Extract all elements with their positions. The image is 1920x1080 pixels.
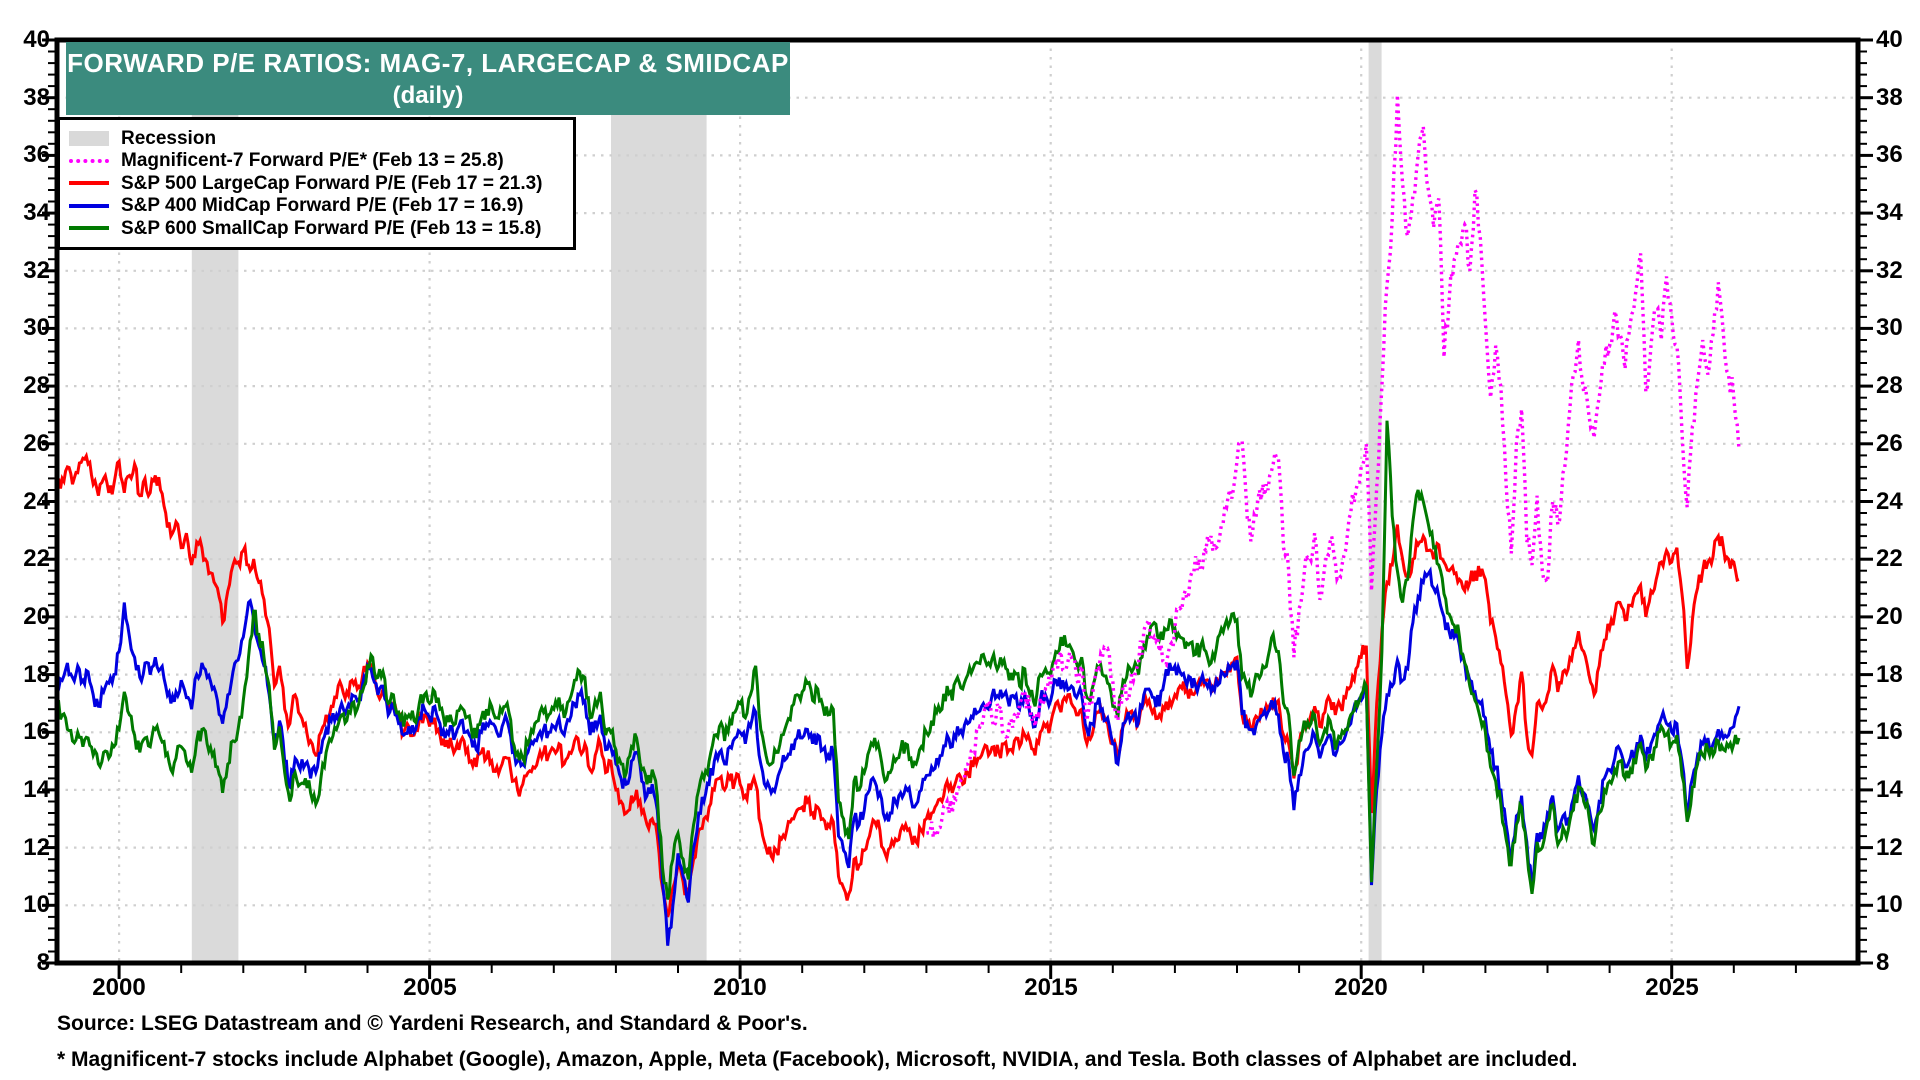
footnote-text: * Magnificent-7 stocks include Alphabet … (57, 1048, 1578, 1071)
y-axis-label-left: 14 (23, 776, 50, 803)
chart-title-bar: FORWARD P/E RATIOS: MAG-7, LARGECAP & SM… (66, 42, 790, 115)
y-axis-label-left: 26 (23, 430, 50, 457)
x-axis-label: 2005 (403, 974, 457, 1001)
y-axis-label-left: 22 (23, 545, 50, 572)
y-axis-label-right: 18 (1876, 661, 1903, 688)
mag7-line-swatch-icon (69, 158, 109, 163)
source-text: Source: LSEG Datastream and © Yardeni Re… (57, 1012, 808, 1035)
y-axis-label-left: 10 (23, 891, 50, 918)
recession-swatch-icon (69, 130, 109, 146)
y-axis-label-right: 26 (1876, 430, 1903, 457)
y-axis-label-right: 8 (1876, 949, 1890, 976)
y-axis-label-left: 18 (23, 661, 50, 688)
y-axis-label-right: 10 (1876, 891, 1903, 918)
y-axis-label-left: 30 (23, 314, 50, 341)
legend-item-sp400: S&P 400 MidCap Forward P/E (Feb 17 = 16.… (60, 195, 565, 218)
y-axis-label-left: 36 (23, 141, 50, 168)
legend-item-mag7: Magnificent-7 Forward P/E* (Feb 13 = 25.… (60, 150, 565, 173)
x-axis-label: 2010 (713, 974, 767, 1001)
plot-frame (54, 37, 1861, 966)
legend-label: S&P 500 LargeCap Forward P/E (Feb 17 = 2… (121, 172, 543, 194)
x-axis-label: 2020 (1334, 974, 1388, 1001)
y-axis-label-left: 8 (36, 949, 50, 976)
y-axis-label-left: 40 (23, 26, 50, 53)
y-axis-label-right: 20 (1876, 603, 1903, 630)
y-axis-label-left: 28 (23, 372, 50, 399)
x-axis-label: 2025 (1645, 974, 1699, 1001)
legend-item-sp600: S&P 600 SmallCap Forward P/E (Feb 13 = 1… (60, 217, 565, 240)
y-axis-label-right: 36 (1876, 141, 1903, 168)
y-axis-label-right: 24 (1876, 488, 1903, 515)
y-axis-label-right: 12 (1876, 834, 1903, 861)
y-axis-label-right: 22 (1876, 545, 1903, 572)
y-axis-label-right: 38 (1876, 84, 1903, 111)
y-axis-label-left: 16 (23, 718, 50, 745)
series-line-0 (55, 451, 1740, 918)
x-axis-label: 2000 (92, 974, 146, 1001)
sp500-line-swatch-icon (69, 181, 109, 186)
y-axis-label-left: 32 (23, 257, 50, 284)
sp400-line-swatch-icon (69, 203, 109, 208)
series-line-3 (926, 94, 1741, 838)
sp600-line-swatch-icon (69, 226, 109, 231)
y-axis-label-right: 16 (1876, 718, 1903, 745)
y-axis-label-right: 32 (1876, 257, 1903, 284)
y-axis-label-right: 34 (1876, 199, 1903, 226)
legend: Recession Magnificent-7 Forward P/E* (Fe… (57, 117, 576, 250)
y-axis-label-right: 40 (1876, 26, 1903, 53)
legend-item-sp500: S&P 500 LargeCap Forward P/E (Feb 17 = 2… (60, 172, 565, 195)
y-axis-label-left: 24 (23, 488, 50, 515)
y-axis-label-left: 12 (23, 834, 50, 861)
y-axis-label-right: 30 (1876, 314, 1903, 341)
series-line-2 (56, 420, 1741, 900)
y-axis-label-left: 20 (23, 603, 50, 630)
chart-subtitle: (daily) (392, 81, 464, 109)
legend-item-recession: Recession (60, 127, 565, 150)
x-axis-label: 2015 (1024, 974, 1078, 1001)
y-axis-label-left: 38 (23, 84, 50, 111)
y-axis-label-left: 34 (23, 199, 50, 226)
legend-label: Recession (121, 127, 217, 149)
chart-title: FORWARD P/E RATIOS: MAG-7, LARGECAP & SM… (67, 47, 789, 78)
y-axis-label-right: 28 (1876, 372, 1903, 399)
legend-label: S&P 400 MidCap Forward P/E (Feb 17 = 16.… (121, 195, 524, 217)
y-axis-label-right: 14 (1876, 776, 1903, 803)
legend-label: Magnificent-7 Forward P/E* (Feb 13 = 25.… (121, 150, 504, 172)
legend-label: S&P 600 SmallCap Forward P/E (Feb 13 = 1… (121, 217, 542, 239)
